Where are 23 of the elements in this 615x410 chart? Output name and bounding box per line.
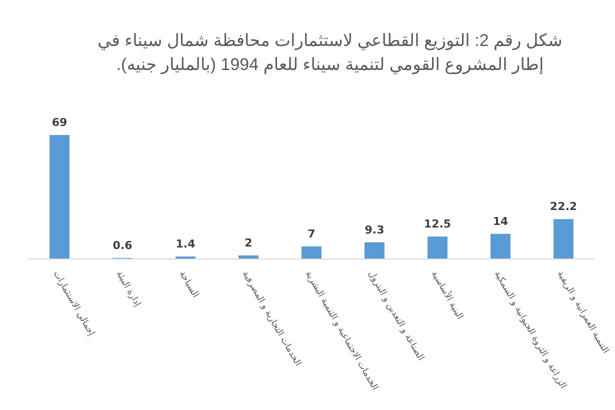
data-label: 14: [492, 214, 508, 228]
data-label: 0.6: [112, 238, 133, 252]
bar: [50, 135, 70, 259]
x-tick-label: السياحة: [176, 270, 200, 300]
data-label: 69: [52, 116, 68, 129]
bar: [428, 236, 448, 259]
title: شكل رقم 2: التوزيع القطاعي لاستثمارات محافظة شمال سيناء في إطار المشروع القومي لتنمية سيناء للعام 1994 (بالمليار جنيه).: [98, 31, 562, 74]
x-tick-label: التنمية العمرانية و الريفية: [554, 270, 610, 356]
x-tick-label: الصناعة و التعدين و البترول: [366, 270, 426, 363]
data-label: 2: [244, 236, 252, 250]
data-label: 22.2: [550, 200, 578, 214]
bar: [490, 234, 510, 259]
bar: [554, 219, 574, 259]
data-label: 1.4: [176, 237, 196, 250]
x-tick-label: البنية الأساسية: [428, 268, 466, 322]
bar: [302, 246, 322, 259]
data-label: 12.5: [424, 218, 452, 231]
x-tick-label: إدارة البيئة: [114, 270, 142, 308]
data-label: 7: [308, 227, 316, 240]
x-tick-label: الخدمات التجارية و المصرفية: [240, 270, 303, 368]
data-label: 9.3: [364, 223, 384, 236]
x-tick-label: إجمالي الاستثمارات: [50, 270, 96, 338]
bar: [364, 242, 384, 259]
